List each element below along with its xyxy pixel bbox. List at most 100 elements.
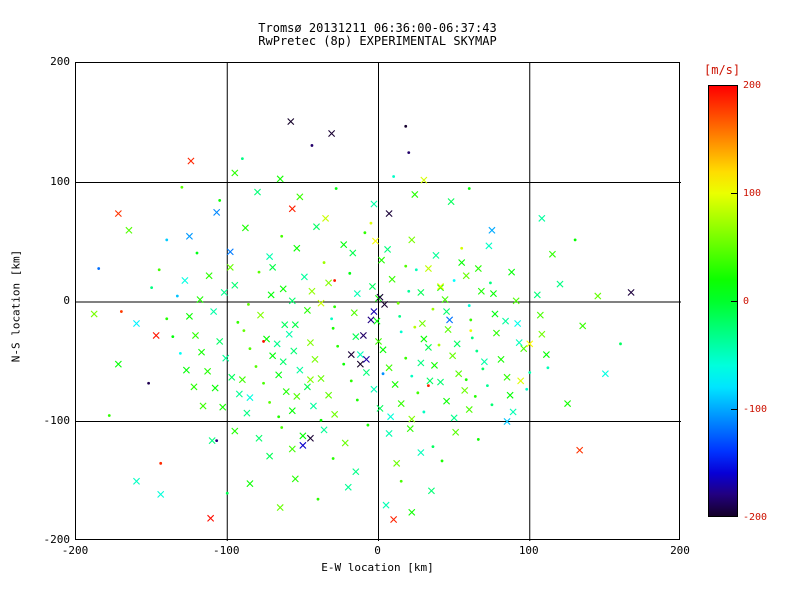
data-point-dot — [147, 381, 150, 385]
data-point-x — [317, 299, 325, 307]
data-point-dot — [467, 304, 471, 307]
data-point-x — [325, 279, 333, 287]
data-point-dot — [481, 367, 485, 371]
data-point-x — [267, 291, 275, 299]
data-point-dot — [431, 445, 435, 448]
data-point-x — [408, 508, 416, 516]
data-point-x — [290, 347, 298, 355]
data-point-dot — [413, 325, 417, 329]
data-point-dot — [331, 326, 335, 330]
data-point-x — [371, 237, 379, 245]
data-point-x — [325, 391, 333, 399]
data-point-dot — [431, 307, 435, 311]
data-point-dot — [240, 157, 244, 160]
data-point-x — [385, 364, 393, 372]
data-point-dot — [404, 356, 408, 360]
data-point-x — [241, 224, 249, 232]
data-point-x — [210, 308, 218, 316]
y-tick-label-200: 200 — [50, 55, 70, 68]
data-point-x — [114, 210, 122, 218]
data-point-x — [340, 241, 348, 249]
data-point-x — [299, 441, 307, 449]
data-point-x — [243, 409, 251, 417]
data-point-dot — [414, 268, 418, 272]
data-point-x — [308, 287, 316, 295]
data-point-x — [275, 371, 283, 379]
data-point-x — [447, 198, 455, 206]
data-point-x — [273, 340, 281, 348]
data-point-x — [220, 288, 228, 296]
data-point-x — [542, 351, 550, 359]
data-point-dot — [470, 336, 474, 340]
data-point-dot — [319, 418, 323, 422]
data-point-x — [497, 355, 505, 363]
colorbar-tick-label-0: 0 — [743, 296, 750, 307]
data-point-dot — [440, 459, 444, 463]
data-point-x — [437, 282, 445, 290]
data-point-dot — [349, 379, 353, 383]
data-point-x — [226, 248, 234, 256]
data-point-dot — [525, 387, 529, 391]
data-point-x — [370, 385, 378, 393]
data-point-x — [491, 310, 499, 318]
data-point-x — [187, 157, 195, 165]
data-point-x — [420, 176, 428, 184]
data-point-dot — [254, 365, 258, 368]
data-point-x — [282, 388, 290, 396]
data-point-x — [196, 296, 204, 304]
data-point-x — [276, 175, 284, 183]
data-point-x — [503, 373, 511, 381]
data-point-x — [311, 355, 319, 363]
data-point-x — [594, 292, 602, 300]
data-point-x — [387, 413, 395, 421]
data-point-x — [381, 300, 389, 308]
data-point-x — [520, 345, 528, 353]
data-point-x — [347, 351, 355, 359]
data-point-x — [514, 320, 522, 327]
data-point-x — [408, 415, 416, 423]
data-point-dot — [157, 268, 161, 272]
data-point-dot — [464, 378, 468, 382]
data-point-x — [538, 330, 546, 338]
data-point-x — [426, 377, 434, 385]
data-point-x — [458, 259, 466, 267]
data-point-x — [385, 210, 393, 218]
data-point-dot — [180, 185, 184, 189]
data-point-x — [453, 340, 461, 348]
data-point-x — [474, 265, 482, 273]
data-point-x — [449, 352, 457, 360]
data-point-x — [378, 256, 386, 264]
data-point-dot — [333, 305, 337, 309]
data-point-dot — [159, 461, 163, 465]
data-point-x — [199, 402, 207, 410]
data-point-dot — [546, 366, 550, 370]
data-point-dot — [392, 175, 396, 178]
data-point-x — [190, 383, 198, 391]
data-point-x — [185, 232, 193, 240]
data-point-dot — [262, 381, 265, 385]
data-point-x — [157, 490, 165, 498]
data-point-x — [288, 445, 296, 453]
data-point-x — [397, 400, 405, 408]
data-point-x — [485, 242, 493, 250]
data-point-x — [370, 200, 378, 208]
data-point-x — [269, 263, 277, 271]
data-point-x — [424, 343, 432, 351]
data-point-x — [515, 339, 523, 347]
data-point-dot — [404, 124, 408, 128]
data-point-x — [489, 290, 497, 298]
data-point-x — [548, 250, 556, 258]
data-point-x — [255, 434, 263, 442]
data-point-x — [322, 214, 330, 222]
data-point-x — [444, 325, 452, 333]
data-point-dot — [322, 261, 326, 264]
data-point-x — [312, 223, 320, 231]
data-point-x — [427, 487, 435, 495]
data-point-x — [424, 265, 432, 273]
y-tick-label--200: -200 — [43, 533, 71, 546]
data-point-x — [185, 312, 193, 320]
data-point-x — [417, 359, 425, 367]
data-point-x — [114, 360, 122, 368]
data-point-dot — [225, 491, 229, 495]
colorbar-tick-mark — [731, 193, 737, 194]
